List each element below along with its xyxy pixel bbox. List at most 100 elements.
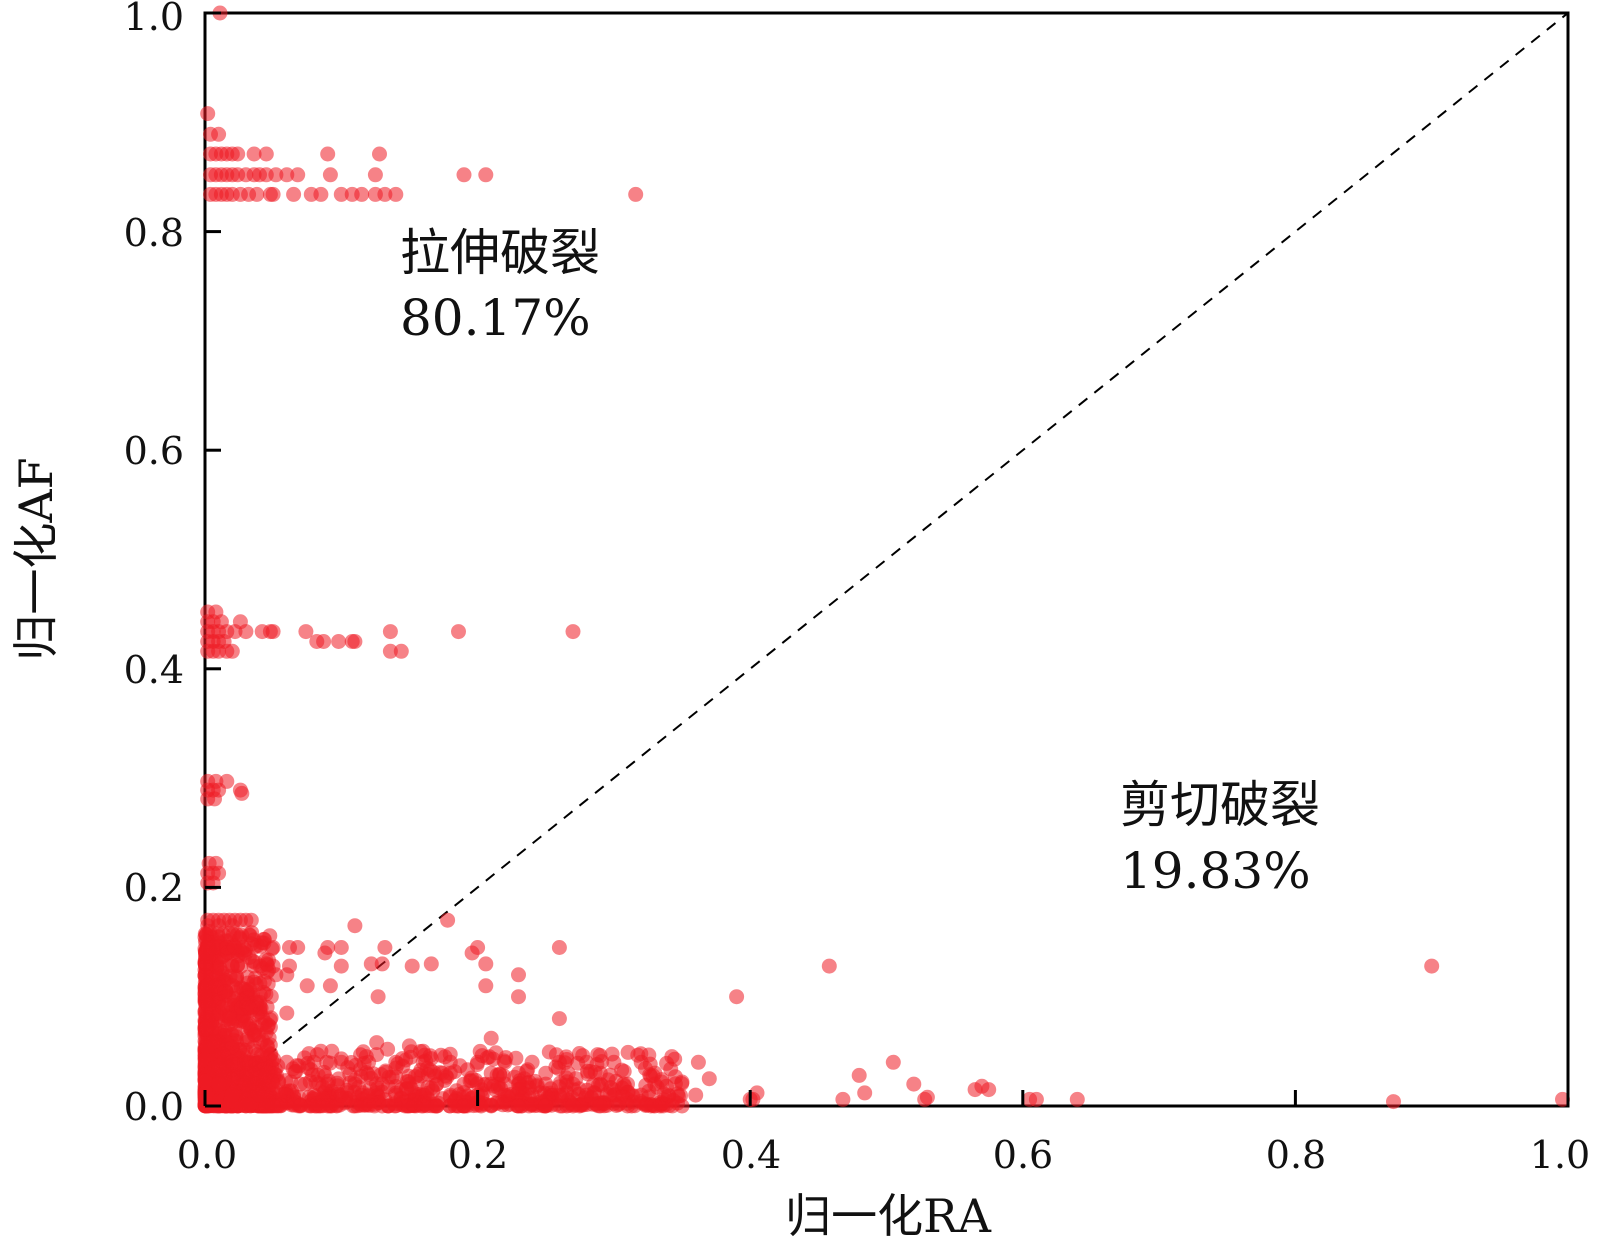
y-tick-label: 1.0 — [124, 0, 184, 39]
data-point — [1555, 1091, 1570, 1107]
data-point — [333, 1054, 349, 1070]
data-point — [246, 958, 262, 974]
data-point — [579, 1087, 595, 1103]
data-point — [369, 1035, 385, 1051]
data-point — [246, 940, 262, 955]
y-axis-title: 归一化AF — [9, 457, 63, 660]
data-point — [377, 186, 393, 202]
x-tick-label: 0.0 — [177, 1133, 237, 1177]
data-point — [262, 1019, 278, 1035]
data-point — [238, 1076, 254, 1092]
data-point — [592, 1098, 608, 1114]
data-point — [299, 978, 315, 994]
data-point — [363, 956, 379, 972]
y-tick-label: 0.8 — [124, 211, 184, 255]
data-point — [313, 1043, 329, 1059]
data-point — [667, 1051, 683, 1067]
data-point — [551, 940, 567, 955]
data-point — [821, 958, 837, 974]
data-point — [1424, 958, 1440, 974]
y-tick-labels: 0.0 0.2 0.4 0.6 0.8 1.0 — [124, 0, 184, 1129]
data-point — [224, 1087, 240, 1103]
data-point — [551, 1054, 567, 1070]
data-point — [377, 940, 393, 955]
data-point — [415, 1087, 431, 1103]
data-point — [322, 167, 338, 183]
data-point — [401, 1098, 417, 1114]
data-point — [633, 1054, 649, 1070]
data-point — [317, 945, 333, 961]
axis-ticks — [203, 11, 1570, 1108]
data-point — [565, 1098, 581, 1114]
data-point — [442, 1065, 458, 1081]
data-point — [229, 970, 245, 986]
data-point — [347, 918, 363, 934]
data-point — [199, 1040, 215, 1056]
data-point — [306, 1087, 322, 1103]
data-point — [224, 1054, 240, 1070]
data-point — [230, 957, 246, 973]
data-point — [456, 1098, 472, 1114]
data-point — [333, 186, 349, 202]
data-point — [320, 146, 336, 162]
data-point — [524, 1087, 540, 1103]
data-point — [298, 624, 314, 640]
data-point — [620, 1098, 635, 1114]
x-tick-label: 0.6 — [993, 1133, 1053, 1177]
data-point — [265, 186, 281, 202]
data-point — [207, 791, 222, 807]
data-point — [316, 634, 332, 649]
plot-frame — [203, 11, 1570, 1108]
y-tick-label: 0.0 — [124, 1085, 184, 1129]
data-point — [268, 167, 284, 183]
data-point — [478, 956, 494, 972]
data-point — [211, 1076, 227, 1092]
x-tick-label: 0.4 — [721, 1133, 781, 1177]
data-point — [265, 624, 281, 640]
data-point — [212, 960, 228, 976]
data-point — [374, 1076, 390, 1092]
data-point — [252, 1087, 267, 1103]
data-point — [265, 940, 281, 955]
data-point — [551, 1087, 567, 1103]
data-point — [401, 1076, 417, 1092]
data-point — [374, 956, 390, 972]
data-point — [208, 978, 224, 994]
data-point — [835, 1091, 851, 1107]
data-point — [511, 1098, 526, 1114]
data-point — [219, 1035, 235, 1051]
data-point — [885, 1054, 901, 1070]
data-point — [551, 1011, 567, 1027]
data-point — [967, 1082, 983, 1098]
data-point — [227, 624, 243, 640]
data-point — [579, 1054, 595, 1070]
data-point — [511, 989, 526, 1005]
data-point — [620, 1076, 635, 1092]
data-point — [456, 1076, 472, 1092]
data-point — [200, 918, 216, 934]
data-point — [382, 643, 398, 659]
x-tick-label: 0.2 — [448, 1133, 508, 1177]
data-point — [238, 1098, 254, 1114]
data-point — [246, 1024, 262, 1040]
data-point — [361, 1054, 377, 1070]
data-point — [423, 956, 439, 972]
data-point — [279, 1087, 295, 1103]
data-point — [464, 945, 480, 961]
data-point — [628, 186, 644, 202]
data-point — [674, 1074, 690, 1090]
data-point — [197, 1073, 213, 1089]
data-point — [524, 1054, 540, 1070]
data-point — [906, 1076, 922, 1092]
data-point — [322, 978, 338, 994]
data-point — [981, 1082, 997, 1098]
data-point — [246, 146, 262, 162]
data-point — [594, 1054, 610, 1070]
shear-label: 剪切破裂 — [1120, 776, 1320, 834]
data-point — [729, 989, 745, 1005]
data-point — [279, 167, 295, 183]
data-point — [857, 1085, 873, 1101]
shear-percent: 19.83% — [1120, 842, 1311, 900]
y-tick-label: 0.2 — [124, 866, 184, 910]
data-point — [745, 1091, 761, 1107]
